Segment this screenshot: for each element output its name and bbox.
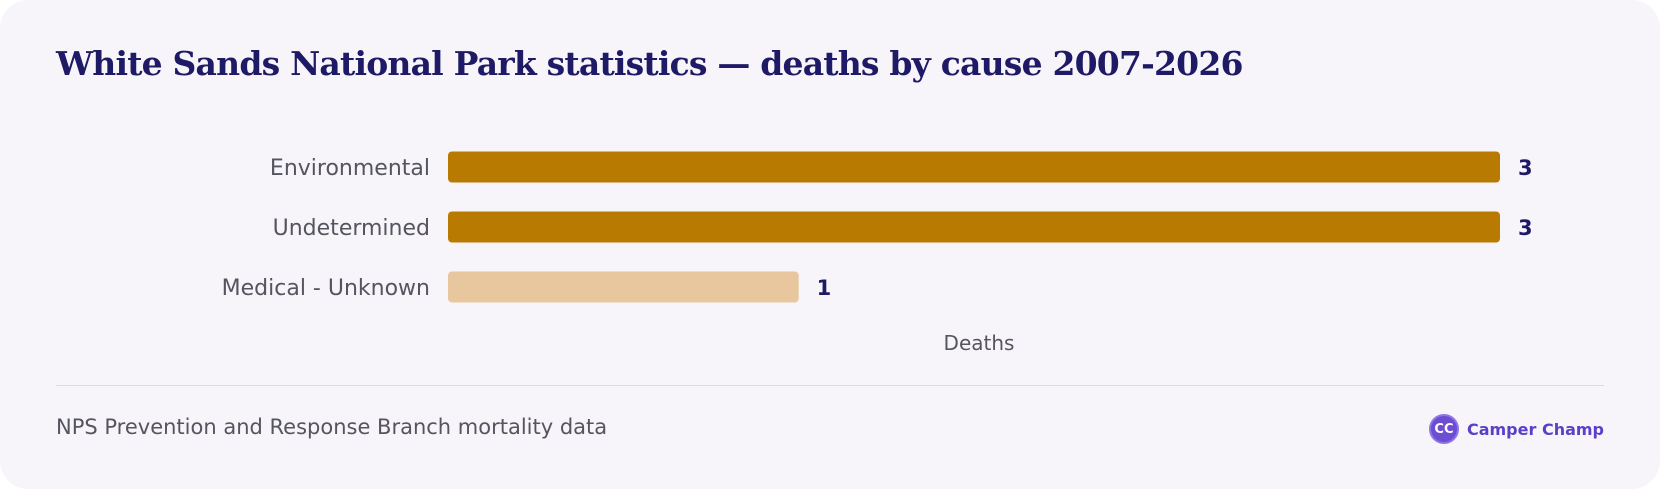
bar-medical-unknown [448, 271, 799, 303]
footer-divider [56, 385, 1604, 386]
value-label-medical-unknown: 1 [817, 276, 832, 300]
brand-logo: CC Camper Champ [1428, 414, 1604, 444]
category-label-medical-unknown: Medical - Unknown [222, 276, 430, 301]
value-label-undetermined: 3 [1518, 216, 1533, 240]
x-axis-label: Deaths [944, 331, 1015, 355]
source-note: NPS Prevention and Response Branch morta… [56, 415, 608, 439]
brand-name: Camper Champ [1466, 419, 1604, 439]
value-label-environmental: 3 [1518, 156, 1533, 180]
bar-chart: Environmental 3 Undetermined 3 Medical - Unk… [222, 151, 1533, 355]
chart-title: White Sands National Park statistics — d… [56, 44, 1243, 83]
bar-environmental [448, 151, 1500, 183]
category-label-environmental: Environmental [270, 156, 430, 181]
bar-undetermined [448, 211, 1500, 243]
category-label-undetermined: Undetermined [273, 216, 430, 241]
brand-mark-icon: CC [1428, 414, 1459, 444]
